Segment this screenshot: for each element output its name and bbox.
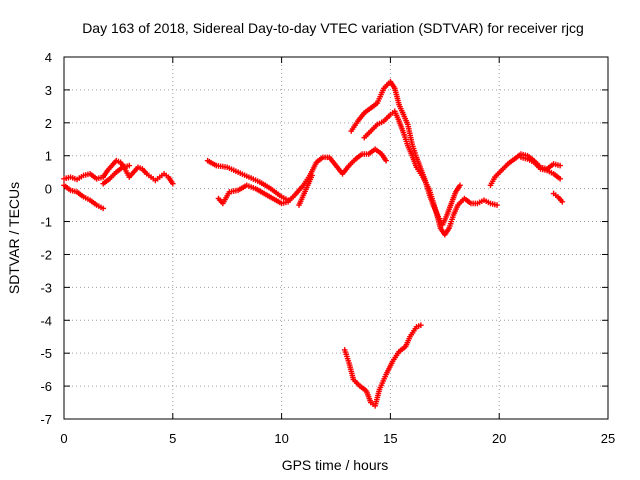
- data-point: [383, 157, 389, 164]
- y-tick-label: -6: [40, 379, 52, 394]
- x-tick-label: 25: [601, 431, 615, 446]
- y-tick-label: -7: [40, 412, 52, 427]
- data-point: [170, 180, 176, 187]
- data-point: [309, 172, 315, 179]
- x-tick-label: 15: [383, 431, 397, 446]
- y-axis-label: SDTVAR / TECUs: [6, 182, 22, 294]
- series-seg-d: [204, 157, 291, 203]
- series-seg-f: [296, 172, 315, 208]
- y-tick-label: 1: [45, 149, 52, 164]
- series-seg-k: [550, 190, 566, 205]
- y-tick-label: 0: [45, 182, 52, 197]
- plot-frame: [63, 56, 609, 420]
- data-point: [559, 199, 566, 205]
- x-axis-label: GPS time / hours: [282, 457, 389, 473]
- series-seg-e: [215, 146, 389, 207]
- data-point: [457, 182, 463, 189]
- axis-ticks: 0 5 10 15 20 25 -7 -6 -5 -4 -3 -2 -1 0 1 2 3 4: [40, 50, 615, 446]
- series-seg-a: [61, 157, 176, 187]
- x-tick-label: 10: [274, 431, 288, 446]
- series-seg-h: [361, 108, 500, 238]
- series-seg-j: [518, 154, 563, 182]
- data-point: [557, 175, 563, 182]
- data-point: [126, 162, 133, 169]
- chart-title: Day 163 of 2018, Sidereal Day-to-day VTE…: [82, 20, 584, 36]
- series-seg-b: [61, 182, 106, 212]
- series-seg-g: [348, 78, 463, 228]
- series-seg-l: [341, 322, 424, 409]
- data-point: [418, 322, 424, 329]
- data-markers: [61, 78, 566, 409]
- data-point: [494, 202, 500, 208]
- y-tick-label: -1: [40, 215, 52, 230]
- y-tick-label: -5: [40, 346, 52, 361]
- y-tick-label: 3: [45, 83, 52, 98]
- x-tick-label: 20: [492, 431, 506, 446]
- series-seg-c: [100, 162, 133, 187]
- y-tick-label: 2: [45, 116, 52, 131]
- y-tick-label: 4: [45, 50, 52, 65]
- data-point: [557, 162, 563, 169]
- x-tick-label: 5: [169, 431, 176, 446]
- data-point: [100, 205, 106, 212]
- y-tick-label: -4: [40, 313, 52, 328]
- y-tick-label: -2: [40, 247, 52, 262]
- y-tick-label: -3: [40, 280, 52, 295]
- grid: [64, 57, 608, 419]
- x-tick-label: 0: [60, 431, 67, 446]
